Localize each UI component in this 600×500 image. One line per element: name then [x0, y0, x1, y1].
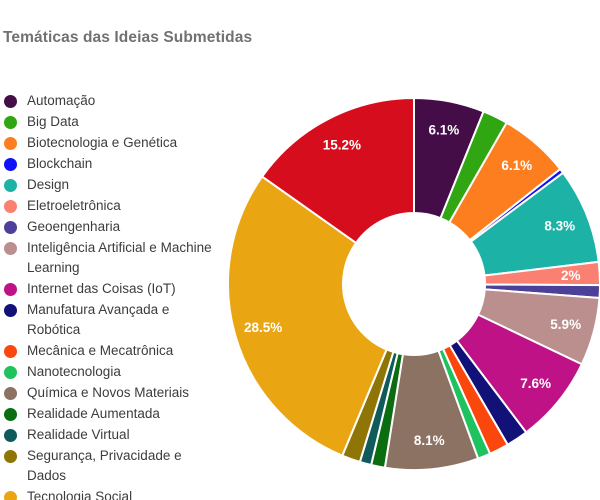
- legend-item[interactable]: Eletroeletrônica: [4, 196, 222, 216]
- legend-color-dot: [4, 157, 17, 171]
- legend-item[interactable]: Mecânica e Mecatrônica: [4, 341, 222, 361]
- legend-item[interactable]: Internet das Coisas (IoT): [4, 279, 222, 299]
- pie-slice-label: 28.5%: [244, 320, 282, 335]
- pie-slice-label: 2%: [561, 268, 581, 283]
- legend-color-dot: [4, 344, 17, 358]
- legend-item[interactable]: Nanotecnologia: [4, 362, 222, 382]
- legend-item-label: Eletroeletrônica: [27, 198, 121, 213]
- legend-color-dot: [4, 94, 17, 108]
- legend-item-label: Big Data: [27, 114, 79, 129]
- chart-legend: Automação Big Data Biotecnologia e Genétic…: [4, 91, 222, 500]
- legend-color-dot: [4, 303, 17, 317]
- legend-color-dot: [4, 386, 17, 400]
- legend-item-label: Química e Novos Materiais: [27, 385, 190, 400]
- legend-item-label: Design: [27, 177, 70, 192]
- legend-color-dot: [4, 115, 17, 129]
- pie-slice-label: 6.1%: [501, 158, 532, 173]
- legend-item[interactable]: Química e Novos Materiais: [4, 383, 222, 403]
- legend-item[interactable]: Realidade Aumentada: [4, 404, 222, 424]
- legend-item-label: Realidade Virtual: [27, 427, 130, 442]
- legend-color-dot: [4, 199, 17, 213]
- legend-item-label: Blockchain: [27, 156, 93, 171]
- pie-slice-label: 6.1%: [429, 123, 460, 138]
- legend-color-dot: [4, 178, 17, 192]
- legend-color-dot: [4, 220, 17, 234]
- legend-item-label: Mecânica e Mecatrônica: [27, 343, 174, 358]
- legend-item[interactable]: Manufatura Avançada e Robótica: [4, 300, 222, 340]
- legend-item[interactable]: Big Data: [4, 112, 222, 132]
- legend-item-label: Automação: [27, 93, 96, 108]
- legend-color-dot: [4, 490, 17, 500]
- pie-slice-label: 8.1%: [414, 433, 445, 448]
- legend-item-label: Manufatura Avançada e Robótica: [27, 302, 170, 337]
- legend-item[interactable]: Biotecnologia e Genética: [4, 133, 222, 153]
- chart-title: Temáticas das Ideias Submetidas: [3, 29, 253, 46]
- legend-item[interactable]: Design: [4, 175, 222, 195]
- legend-item[interactable]: Inteligência Artificial e Machine Learni…: [4, 238, 222, 278]
- legend-item[interactable]: Realidade Virtual: [4, 425, 222, 445]
- legend-item-label: Geoengenharia: [27, 219, 121, 234]
- legend-item-label: Nanotecnologia: [27, 364, 121, 379]
- legend-item-label: Inteligência Artificial e Machine Learni…: [27, 240, 212, 275]
- pie-slice[interactable]: [227, 175, 388, 457]
- pie-slice-label: 7.6%: [520, 376, 551, 391]
- legend-item[interactable]: Automação: [4, 91, 222, 111]
- legend-item[interactable]: Tecnologia Social: [4, 487, 222, 500]
- legend-item-label: Internet das Coisas (IoT): [27, 281, 176, 296]
- legend-color-dot: [4, 428, 17, 442]
- legend-item-label: Biotecnologia e Genética: [27, 135, 178, 150]
- legend-item[interactable]: Blockchain: [4, 154, 222, 174]
- legend-item-label: Tecnologia Social: [27, 489, 133, 500]
- pie-slice[interactable]: [261, 97, 415, 244]
- legend-item-label: Segurança, Privacidade e Dados: [27, 448, 182, 483]
- pie-slice-label: 15.2%: [323, 137, 361, 152]
- legend-color-dot: [4, 136, 17, 150]
- legend-color-dot: [4, 282, 17, 296]
- legend-color-dot: [4, 449, 17, 463]
- legend-item[interactable]: Geoengenharia: [4, 217, 222, 237]
- pie-slice-label: 8.3%: [544, 218, 575, 233]
- legend-color-dot: [4, 365, 17, 379]
- legend-color-dot: [4, 407, 17, 421]
- legend-item-label: Realidade Aumentada: [27, 406, 160, 421]
- pie-slice-label: 5.9%: [550, 317, 581, 332]
- legend-item[interactable]: Segurança, Privacidade e Dados: [4, 446, 222, 486]
- legend-color-dot: [4, 241, 17, 255]
